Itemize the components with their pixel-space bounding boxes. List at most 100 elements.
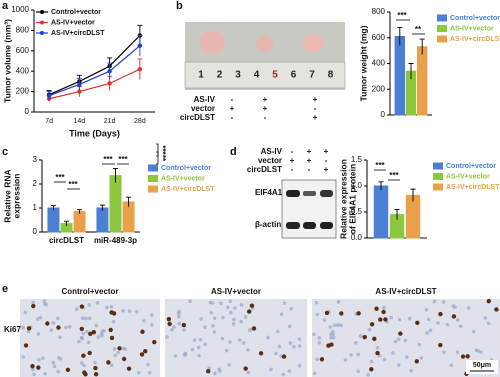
nucleus <box>212 330 217 334</box>
line <box>48 68 141 100</box>
nucleus <box>127 309 132 313</box>
nucleus <box>81 331 86 336</box>
stained-nucleus <box>381 309 386 315</box>
nucleus <box>297 363 302 368</box>
point <box>107 81 112 86</box>
bar <box>109 175 122 233</box>
nucleus <box>282 301 287 305</box>
stained-nucleus <box>378 317 383 322</box>
nucleus <box>49 328 54 332</box>
nucleus <box>322 318 327 322</box>
nucleus <box>75 307 79 311</box>
nucleus <box>217 367 221 372</box>
nucleus <box>79 335 84 340</box>
error-bar <box>77 209 83 214</box>
nucleus <box>172 325 176 329</box>
nucleus <box>211 324 215 328</box>
legend-swatch <box>148 185 158 193</box>
nucleus <box>432 299 437 304</box>
nucleus <box>219 301 223 306</box>
nucleus <box>188 299 192 304</box>
significance: *** <box>389 171 399 180</box>
nucleus <box>409 368 413 373</box>
point <box>137 43 143 48</box>
legend-swatch <box>437 25 447 32</box>
significance: *** <box>55 173 65 182</box>
y-tick-label: 200 <box>16 87 30 96</box>
stained-nucleus <box>56 325 61 330</box>
stained-nucleus <box>79 304 85 309</box>
ruler-number: 1 <box>198 70 204 81</box>
nucleus <box>190 347 195 352</box>
nucleus <box>455 350 460 355</box>
stained-nucleus <box>109 335 115 341</box>
sign: - <box>231 113 234 122</box>
nucleus <box>474 348 479 353</box>
band <box>320 190 333 197</box>
nucleus <box>182 328 186 332</box>
stained-nucleus <box>369 367 374 372</box>
nucleus <box>425 331 430 335</box>
ruler-number: 4 <box>254 70 260 81</box>
nucleus <box>212 316 217 320</box>
nucleus <box>279 312 284 317</box>
bar <box>73 211 86 233</box>
nucleus <box>336 323 340 327</box>
nucleus <box>93 360 97 365</box>
significance: *** <box>118 155 128 164</box>
row-label: circDLST <box>247 165 282 174</box>
nucleus <box>197 353 201 358</box>
nucleus <box>150 313 154 317</box>
nucleus <box>428 328 433 333</box>
sign: - <box>291 165 294 174</box>
y-axis-label: Tumor weight (mg) <box>358 25 368 101</box>
legend-swatch <box>433 162 443 170</box>
stained-nucleus <box>251 326 257 331</box>
stained-nucleus <box>372 336 377 341</box>
error-bar <box>394 208 400 220</box>
nucleus <box>94 323 99 328</box>
bracket <box>156 151 159 165</box>
sign: - <box>291 147 294 156</box>
sign: + <box>230 104 235 113</box>
nucleus <box>198 337 203 342</box>
nucleus <box>441 300 446 304</box>
nucleus <box>64 325 68 330</box>
bar <box>96 207 109 233</box>
nucleus <box>297 337 302 341</box>
nucleus <box>243 315 248 319</box>
nucleus <box>356 352 360 357</box>
nucleus <box>228 340 232 344</box>
nucleus <box>486 321 491 326</box>
significance: *** <box>158 145 167 155</box>
legend-label: AS-IV+circDLST <box>446 184 500 191</box>
stained-nucleus <box>451 314 457 319</box>
stained-nucleus <box>319 357 325 362</box>
stained-nucleus <box>87 350 92 356</box>
stained-nucleus <box>243 366 248 371</box>
y-tick-label: 1.5 <box>351 155 363 164</box>
nucleus <box>79 361 84 365</box>
nucleus <box>417 342 422 347</box>
nucleus <box>192 338 197 342</box>
nucleus <box>146 362 150 367</box>
nucleus <box>269 367 273 372</box>
nucleus <box>203 325 207 329</box>
nucleus <box>88 316 92 321</box>
nucleus <box>85 329 89 334</box>
nucleus <box>43 372 47 376</box>
nucleus <box>213 371 217 376</box>
significance: *** <box>397 11 407 20</box>
nucleus <box>396 363 401 367</box>
nucleus <box>330 329 335 334</box>
nucleus <box>80 316 85 321</box>
stained-nucleus <box>339 311 344 316</box>
stained-nucleus <box>438 311 443 317</box>
nucleus <box>329 332 333 336</box>
row-label: vector <box>191 104 215 113</box>
legend-marker <box>40 31 44 35</box>
nucleus <box>353 341 358 345</box>
nucleus <box>38 315 43 320</box>
band <box>320 222 333 229</box>
y-tick-label: 0 <box>25 107 30 116</box>
